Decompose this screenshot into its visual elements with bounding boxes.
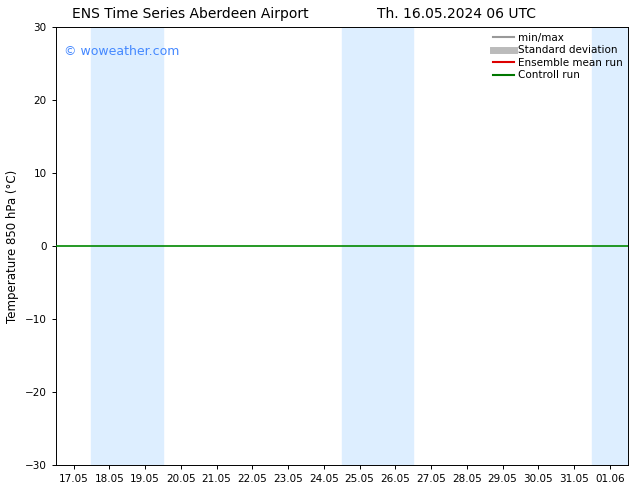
Legend: min/max, Standard deviation, Ensemble mean run, Controll run: min/max, Standard deviation, Ensemble me… (491, 30, 624, 82)
Bar (592, 27, 628, 465)
Text: ENS Time Series Aberdeen Airport: ENS Time Series Aberdeen Airport (72, 7, 309, 22)
Bar (91, 27, 163, 465)
Y-axis label: Temperature 850 hPa (°C): Temperature 850 hPa (°C) (6, 170, 19, 323)
Text: © woweather.com: © woweather.com (64, 45, 179, 58)
Text: Th. 16.05.2024 06 UTC: Th. 16.05.2024 06 UTC (377, 7, 536, 22)
Bar (342, 27, 413, 465)
